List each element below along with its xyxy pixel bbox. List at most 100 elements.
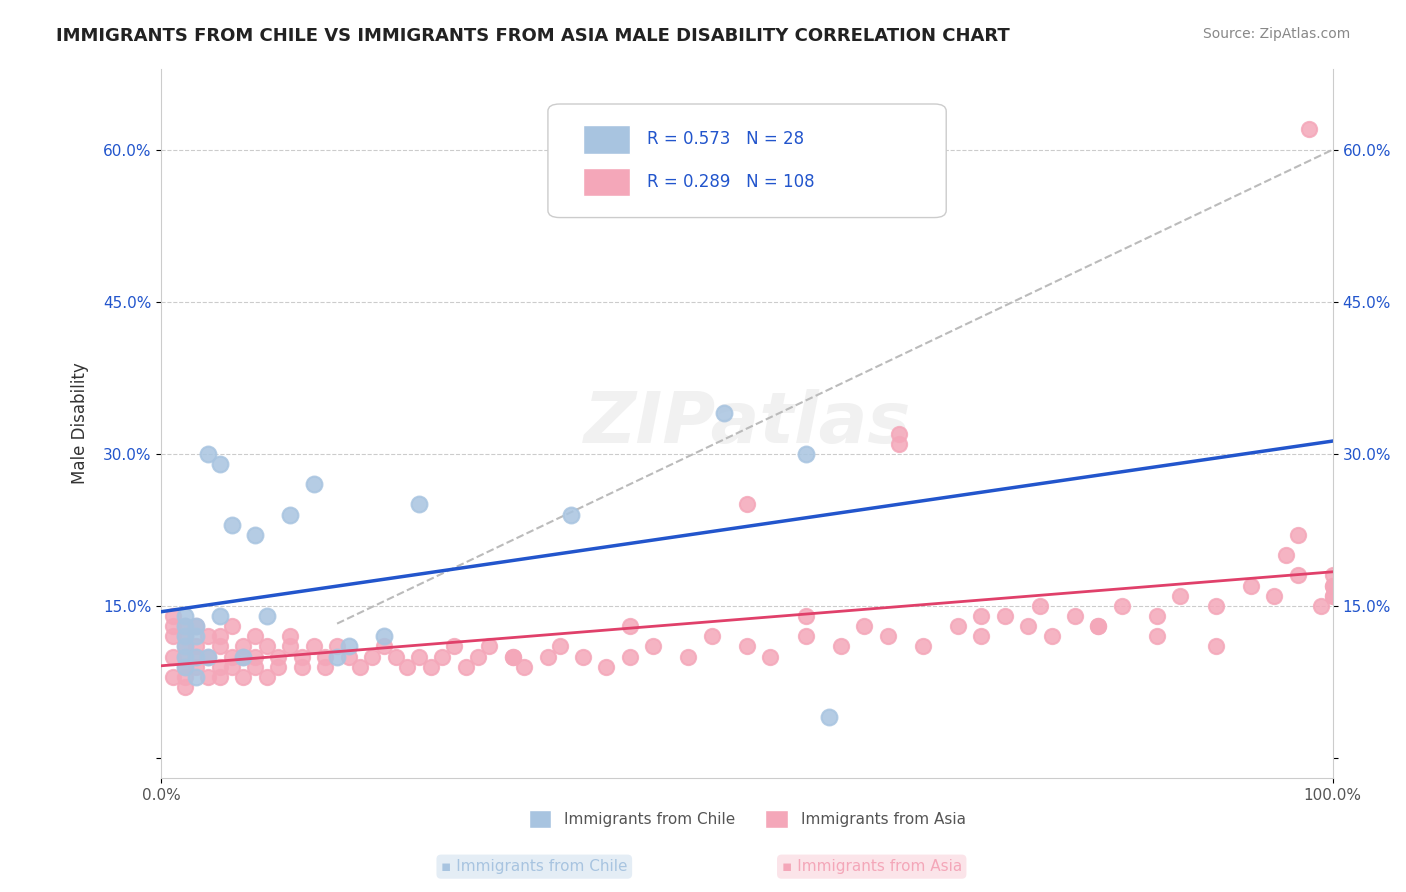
Point [208, 659, 231, 673]
Point [221, 619, 243, 633]
Point [467, 649, 489, 664]
Point [186, 659, 208, 673]
Point [678, 649, 700, 664]
Point [1029, 599, 1052, 613]
Text: IMMIGRANTS FROM CHILE VS IMMIGRANTS FROM ASIA MALE DISABILITY CORRELATION CHART: IMMIGRANTS FROM CHILE VS IMMIGRANTS FROM… [56, 27, 1010, 45]
Point [735, 498, 758, 512]
Point [513, 659, 536, 673]
Point [208, 629, 231, 643]
Point [818, 710, 841, 724]
Point [794, 609, 817, 624]
Point [173, 670, 195, 684]
Point [162, 609, 184, 624]
Point [1322, 568, 1344, 582]
Point [173, 649, 195, 664]
Point [853, 619, 876, 633]
Point [443, 640, 465, 654]
Point [1205, 640, 1227, 654]
Point [1040, 629, 1063, 643]
Point [186, 649, 208, 664]
Point [595, 659, 617, 673]
Point [1146, 629, 1168, 643]
FancyBboxPatch shape [548, 104, 946, 218]
Point [384, 649, 406, 664]
Point [1310, 599, 1333, 613]
Point [572, 649, 595, 664]
Point [173, 659, 195, 673]
Point [548, 640, 571, 654]
Point [337, 640, 360, 654]
Point [373, 640, 395, 654]
Point [173, 609, 195, 624]
Point [256, 670, 278, 684]
Point [889, 436, 911, 450]
Point [162, 619, 184, 633]
Point [186, 649, 208, 664]
Point [208, 609, 231, 624]
Point [1111, 599, 1133, 613]
Point [162, 629, 184, 643]
Point [1286, 568, 1309, 582]
Text: R = 0.573   N = 28: R = 0.573 N = 28 [648, 130, 804, 148]
Point [173, 629, 195, 643]
Point [349, 659, 371, 673]
Point [326, 640, 349, 654]
Point [970, 609, 993, 624]
Point [1322, 589, 1344, 603]
Point [713, 406, 735, 420]
Point [302, 640, 325, 654]
Point [502, 649, 524, 664]
Point [197, 649, 219, 664]
Point [1298, 122, 1320, 136]
Bar [583, 125, 630, 153]
Point [278, 508, 301, 522]
Point [291, 659, 314, 673]
Point [419, 659, 441, 673]
Point [1322, 578, 1344, 592]
Point [232, 649, 254, 664]
Point [619, 649, 641, 664]
Point [302, 477, 325, 491]
Point [408, 498, 430, 512]
Point [1146, 609, 1168, 624]
Point [186, 619, 208, 633]
Point [502, 649, 524, 664]
Point [889, 426, 911, 441]
Point [256, 640, 278, 654]
Point [1275, 548, 1298, 562]
Point [794, 629, 817, 643]
Point [173, 649, 195, 664]
Point [208, 457, 231, 471]
Point [1017, 619, 1039, 633]
Point [278, 629, 301, 643]
Point [267, 659, 290, 673]
Point [243, 629, 266, 643]
Point [1240, 578, 1263, 592]
Point [221, 659, 243, 673]
Point [278, 640, 301, 654]
Text: ▪ Immigrants from Chile: ▪ Immigrants from Chile [441, 859, 627, 874]
Point [197, 629, 219, 643]
Point [619, 619, 641, 633]
Point [1087, 619, 1109, 633]
Legend: Immigrants from Chile, Immigrants from Asia: Immigrants from Chile, Immigrants from A… [523, 804, 972, 834]
Point [173, 640, 195, 654]
Point [911, 640, 934, 654]
Point [173, 619, 195, 633]
Point [794, 447, 817, 461]
Point [267, 649, 290, 664]
Point [232, 670, 254, 684]
Point [221, 517, 243, 532]
Point [173, 659, 195, 673]
Point [700, 629, 723, 643]
Point [735, 640, 758, 654]
Point [830, 640, 852, 654]
Point [221, 649, 243, 664]
Point [1205, 599, 1227, 613]
Text: Source: ZipAtlas.com: Source: ZipAtlas.com [1202, 27, 1350, 41]
Point [337, 649, 360, 664]
Point [186, 629, 208, 643]
Point [946, 619, 969, 633]
Point [243, 659, 266, 673]
Point [1064, 609, 1087, 624]
